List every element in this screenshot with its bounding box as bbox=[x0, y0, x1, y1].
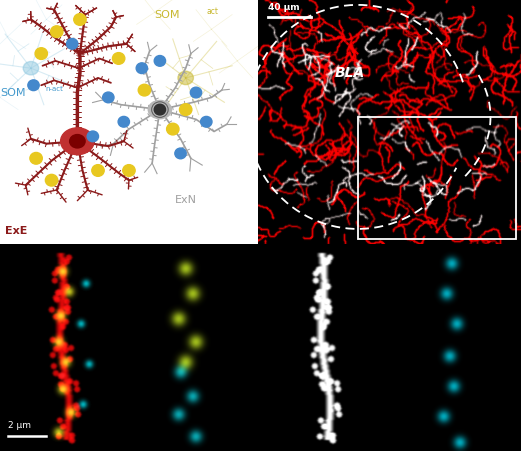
Circle shape bbox=[201, 116, 212, 127]
Circle shape bbox=[154, 55, 166, 66]
Text: ExN: ExN bbox=[176, 194, 197, 205]
Circle shape bbox=[175, 148, 186, 159]
Circle shape bbox=[167, 123, 179, 135]
Circle shape bbox=[113, 53, 125, 64]
Circle shape bbox=[45, 175, 58, 186]
Circle shape bbox=[103, 92, 114, 103]
Circle shape bbox=[87, 131, 98, 142]
Text: 2 μm: 2 μm bbox=[8, 421, 31, 430]
Circle shape bbox=[30, 152, 42, 164]
Text: SOM: SOM bbox=[0, 87, 26, 97]
Circle shape bbox=[180, 104, 192, 115]
Circle shape bbox=[35, 48, 47, 60]
Ellipse shape bbox=[23, 61, 39, 75]
Text: n-act: n-act bbox=[45, 86, 63, 92]
Circle shape bbox=[138, 84, 151, 96]
Text: 40 μm: 40 μm bbox=[268, 3, 300, 12]
Circle shape bbox=[51, 26, 63, 37]
Circle shape bbox=[74, 14, 86, 25]
Ellipse shape bbox=[148, 101, 171, 119]
Bar bbox=[358, 117, 516, 239]
Circle shape bbox=[136, 63, 147, 74]
Text: BLA: BLA bbox=[335, 66, 365, 80]
Ellipse shape bbox=[70, 134, 85, 148]
Circle shape bbox=[123, 165, 135, 176]
Circle shape bbox=[28, 80, 39, 91]
Circle shape bbox=[190, 87, 202, 98]
Circle shape bbox=[92, 165, 104, 176]
Text: SOM: SOM bbox=[155, 10, 180, 20]
Ellipse shape bbox=[178, 71, 193, 85]
Ellipse shape bbox=[60, 128, 94, 155]
Circle shape bbox=[154, 104, 166, 115]
Text: ExE: ExE bbox=[5, 226, 28, 236]
Text: act: act bbox=[206, 7, 218, 16]
Circle shape bbox=[118, 116, 129, 127]
Circle shape bbox=[67, 38, 78, 49]
